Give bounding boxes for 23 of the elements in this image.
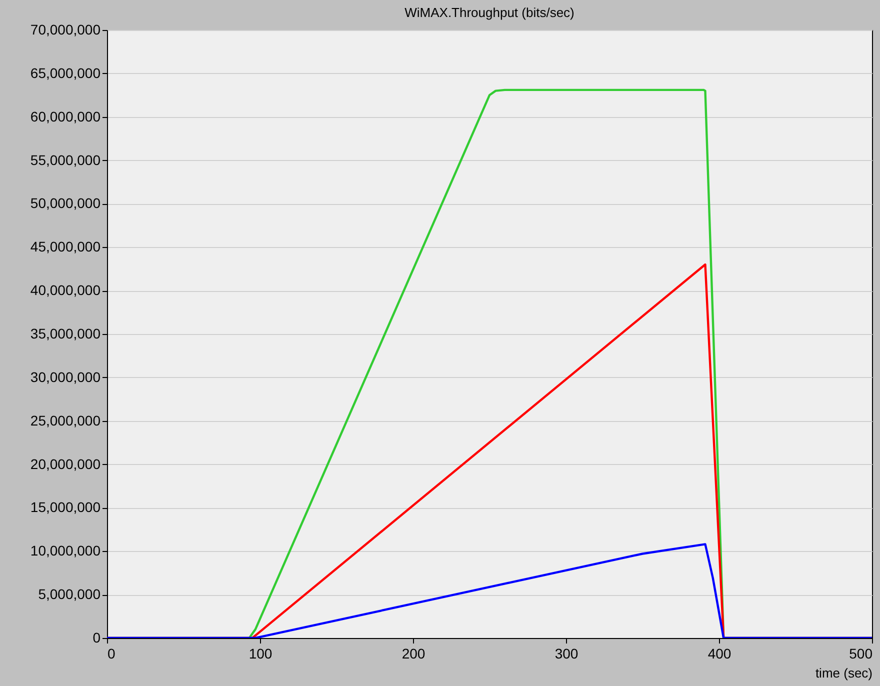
- y-tick-label: 65,000,000: [30, 64, 101, 81]
- y-tick-label: 50,000,000: [30, 195, 101, 212]
- x-tick-label: 0: [108, 646, 116, 662]
- y-tick-label: 60,000,000: [30, 108, 101, 124]
- y-tick-label: 10,000,000: [30, 542, 101, 559]
- y-tick-label: 40,000,000: [30, 282, 101, 298]
- x-axis-title: time (sec): [815, 666, 872, 680]
- y-tick-label: 25,000,000: [30, 412, 101, 428]
- y-tick-label: 5,000,000: [38, 586, 101, 602]
- y-tick-label: 30,000,000: [30, 368, 101, 385]
- x-tick-label: 200: [402, 646, 426, 662]
- y-tick-label: 45,000,000: [30, 238, 101, 255]
- y-tick-label: 0: [92, 630, 101, 646]
- y-tick-label: 70,000,000: [30, 22, 101, 38]
- chart-title: WiMAX.Throughput (bits/sec): [404, 5, 574, 20]
- x-tick-label: 300: [554, 646, 578, 662]
- y-tick-label: 35,000,000: [30, 326, 101, 342]
- y-tick-label: 15,000,000: [30, 499, 101, 516]
- y-tick-label: 55,000,000: [30, 152, 101, 168]
- x-tick-label: 400: [708, 646, 732, 662]
- y-tick-label: 20,000,000: [30, 456, 101, 472]
- x-tick-label: 500: [849, 646, 873, 662]
- x-tick-label: 100: [248, 646, 272, 662]
